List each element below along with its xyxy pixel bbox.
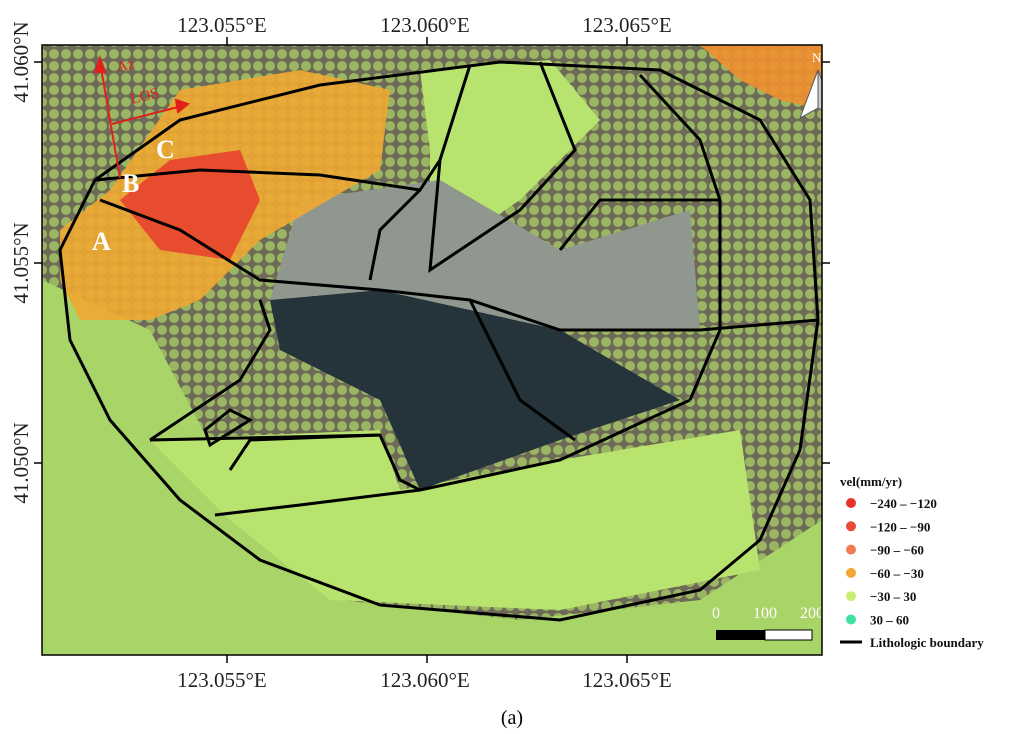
caption: (a) — [501, 707, 523, 729]
legend-label: −240 – −120 — [870, 496, 937, 511]
left-tick-label: 41.050°N — [9, 422, 33, 503]
bottom-tick-label: 123.065°E — [582, 668, 671, 692]
legend-label: Lithologic boundary — [870, 635, 984, 650]
legend-label: −120 – −90 — [870, 519, 930, 534]
left-tick-label: 41.055°N — [9, 222, 33, 303]
top-tick-label: 123.055°E — [177, 13, 266, 37]
legend-swatch — [846, 591, 856, 601]
scale-bar — [765, 630, 812, 640]
scale-label: 0 — [712, 605, 720, 622]
site-label: C — [156, 135, 175, 164]
legend-swatch — [846, 545, 856, 555]
legend: vel(mm/yr) Lithologic boundary −240 – −1… — [840, 474, 984, 650]
site-label: A — [92, 227, 111, 256]
legend-label: −60 – −30 — [870, 566, 924, 581]
bottom-tick-label: 123.060°E — [380, 668, 469, 692]
left-tick-label: 41.060°N — [9, 21, 33, 102]
legend-title: vel(mm/yr) — [840, 474, 902, 489]
legend-label: −90 – −60 — [870, 543, 924, 558]
legend-label: −30 – 30 — [870, 589, 916, 604]
scale-label: 200 — [800, 605, 824, 622]
legend-label: 30 – 60 — [870, 613, 909, 628]
scale-bar — [716, 630, 765, 640]
legend-swatch — [846, 521, 856, 531]
bottom-tick-label: 123.055°E — [177, 668, 266, 692]
top-tick-label: 123.060°E — [380, 13, 469, 37]
site-label: B — [122, 169, 139, 198]
top-tick-label: 123.065°E — [582, 13, 671, 37]
legend-swatch — [846, 615, 856, 625]
legend-swatch — [846, 568, 856, 578]
figure: Az LOS A B C N 0 100 200 123.055°E 123.0… — [0, 0, 1025, 734]
page: Az LOS A B C N 0 100 200 123.055°E 123.0… — [0, 0, 1025, 734]
scale-label: 100 — [753, 605, 777, 622]
north-label: N — [812, 50, 822, 65]
map-area: Az LOS A B C N 0 100 200 — [42, 45, 836, 655]
legend-swatch — [846, 498, 856, 508]
